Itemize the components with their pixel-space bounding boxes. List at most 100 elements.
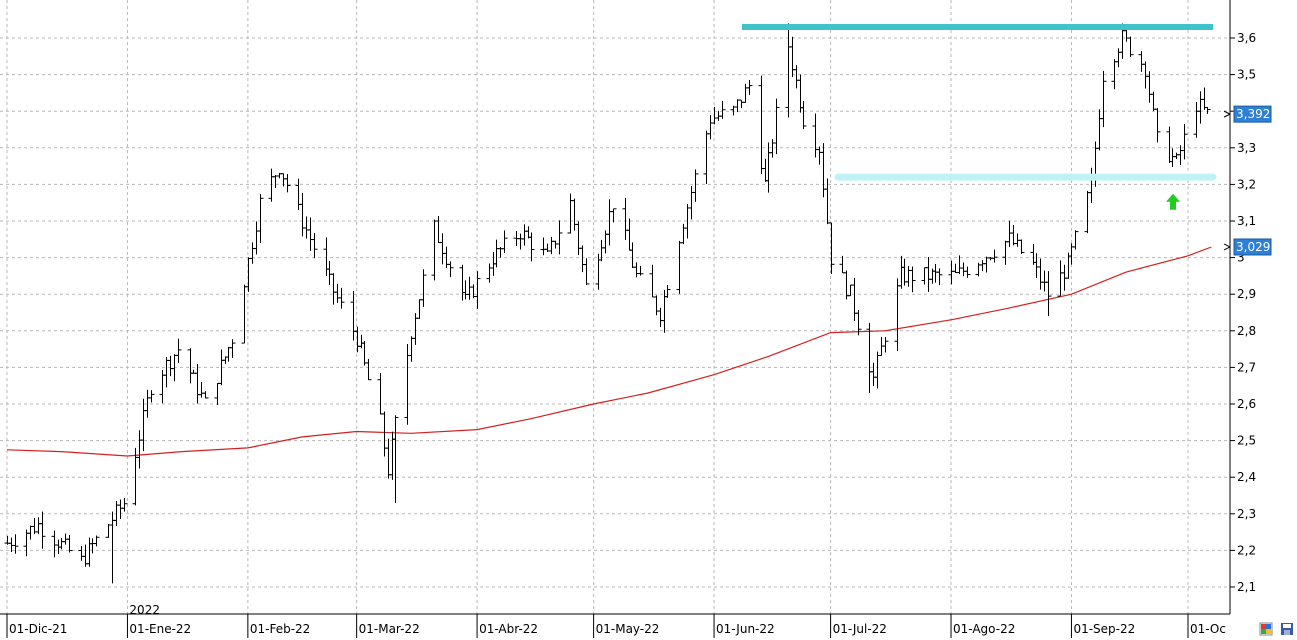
ohlc-bar [649,264,656,298]
palette-icon[interactable] [1259,621,1273,636]
ohlc-bar [175,338,182,363]
ohlc-bar [431,219,438,281]
ohlc-bar [117,499,124,519]
ohlc-bar [1084,190,1091,234]
ohlc-bar [330,273,337,305]
y-tick-label: 2,3 [1237,507,1256,521]
ohlc-bar [1018,239,1025,255]
ohlc-bar [851,277,858,322]
ohlc-bar [882,337,889,353]
ohlc-bar [952,263,959,274]
badge-pointer [1223,246,1231,251]
save-disk-icon[interactable] [1280,621,1294,635]
ohlc-bar [501,230,508,253]
axes: 2,12,22,32,42,52,62,72,82,933,13,23,33,4… [0,0,1256,638]
ohlc-bar [960,262,967,277]
ohlc-bar [793,65,800,89]
ohlc-bar [89,538,96,554]
y-tick-label: 2,4 [1237,470,1256,484]
y-tick-label: 3,6 [1237,31,1256,45]
ohlc-bar [1154,108,1161,143]
ohlc-bar [936,268,943,286]
ohlc-bar [517,233,524,250]
ohlc-bar [870,362,877,387]
ohlc-bar [1173,152,1180,159]
ohlc-bar [121,498,128,512]
ohlc-bar [284,174,291,193]
ohlc-bar [462,280,469,300]
moving-average-line [6,246,1212,457]
ohlc-bar [268,168,275,202]
ohlc-bar [58,538,65,550]
x-tick-label: 01-May-22 [596,622,660,636]
y-tick-label: 3,5 [1237,68,1256,82]
ohlc-bar [828,222,835,274]
y-tick-label: 2,1 [1237,580,1256,594]
ohlc-bar [1037,258,1044,290]
ohlc-bar [816,146,823,165]
ohlc-bar [785,23,792,118]
ohlc-bar [657,307,664,327]
ohlc-bar [746,79,753,95]
y-tick-label: 3,2 [1237,177,1256,191]
ohlc-bar [800,101,807,130]
y-tick-label: 2,7 [1237,360,1256,374]
price-badges: 3,392 3,029 [1223,105,1272,256]
ohlc-bar [187,348,194,384]
ohlc-bar [466,276,473,300]
ohlc-bar [707,115,714,140]
ohlc-bar [1057,260,1064,297]
ohlc-bar [583,258,590,286]
ohlc-bar [629,242,636,268]
ohlc-bar [948,260,955,285]
ohlc-bar [435,215,442,244]
ohlc-bar [1166,126,1173,164]
y-tick-label: 2,8 [1237,324,1256,338]
ohlc-bar [1115,48,1122,68]
ohlc-bar [921,267,928,285]
ohlc-bar [598,239,605,262]
ohlc-bar [765,142,772,193]
ohlc-bar [540,237,547,256]
y-tick-label: 3,3 [1237,141,1256,155]
ohlc-bars-layer [4,23,1211,584]
price-badge [1233,238,1272,256]
ohlc-bar [51,530,58,558]
ohlc-bar [109,511,116,584]
ohlc-bar [797,74,804,113]
ohlc-bar [719,100,726,119]
ohlc-bar [610,208,617,223]
x-tick-label: 01-Jun-22 [716,622,775,636]
ohlc-bar [676,240,683,294]
ohlc-bar [575,221,582,255]
ohlc-bar [253,221,260,255]
ohlc-bar [1065,252,1072,279]
level-lines-layer [742,24,1217,210]
ohlc-bar [839,255,846,274]
x-tick-label: 01-Dic-21 [9,622,67,636]
ohlc-bar [163,357,170,388]
x-tick-label: 01-Mar-22 [359,622,420,636]
ohlc-bar [486,263,493,283]
ohlc-bar [257,194,264,243]
y-tick-label: 3 [1237,251,1245,265]
x-tick-label: 01-Oc [1190,622,1226,636]
ohlc-bar [416,299,423,320]
ohlc-bar [194,364,201,404]
ohlc-bar [1096,109,1103,151]
year-label: 2022 [129,603,160,617]
ohlc-bar [812,113,819,158]
ohlc-bar [214,382,221,405]
ohlc-bar [245,257,252,292]
ohlc-bar [1197,91,1204,124]
ohlc-bar [377,373,384,415]
ohlc-bar [307,217,314,251]
ohlc-bar [338,287,345,309]
ohlc-bar [198,382,205,398]
ohlc-bar [653,295,660,316]
ohlc-bar [167,355,174,377]
ohlc-bar [909,266,916,293]
ohlc-bar [365,358,372,381]
ohlc-bar [249,242,256,264]
